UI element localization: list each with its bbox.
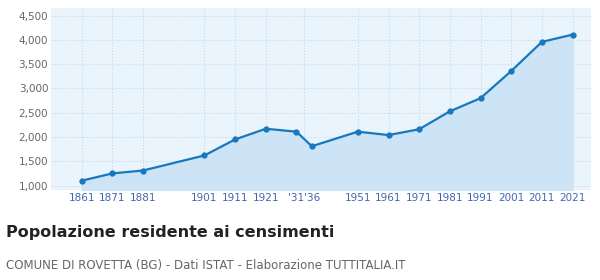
Text: COMUNE DI ROVETTA (BG) - Dati ISTAT - Elaborazione TUTTITALIA.IT: COMUNE DI ROVETTA (BG) - Dati ISTAT - El… xyxy=(6,259,406,272)
Text: Popolazione residente ai censimenti: Popolazione residente ai censimenti xyxy=(6,225,334,241)
